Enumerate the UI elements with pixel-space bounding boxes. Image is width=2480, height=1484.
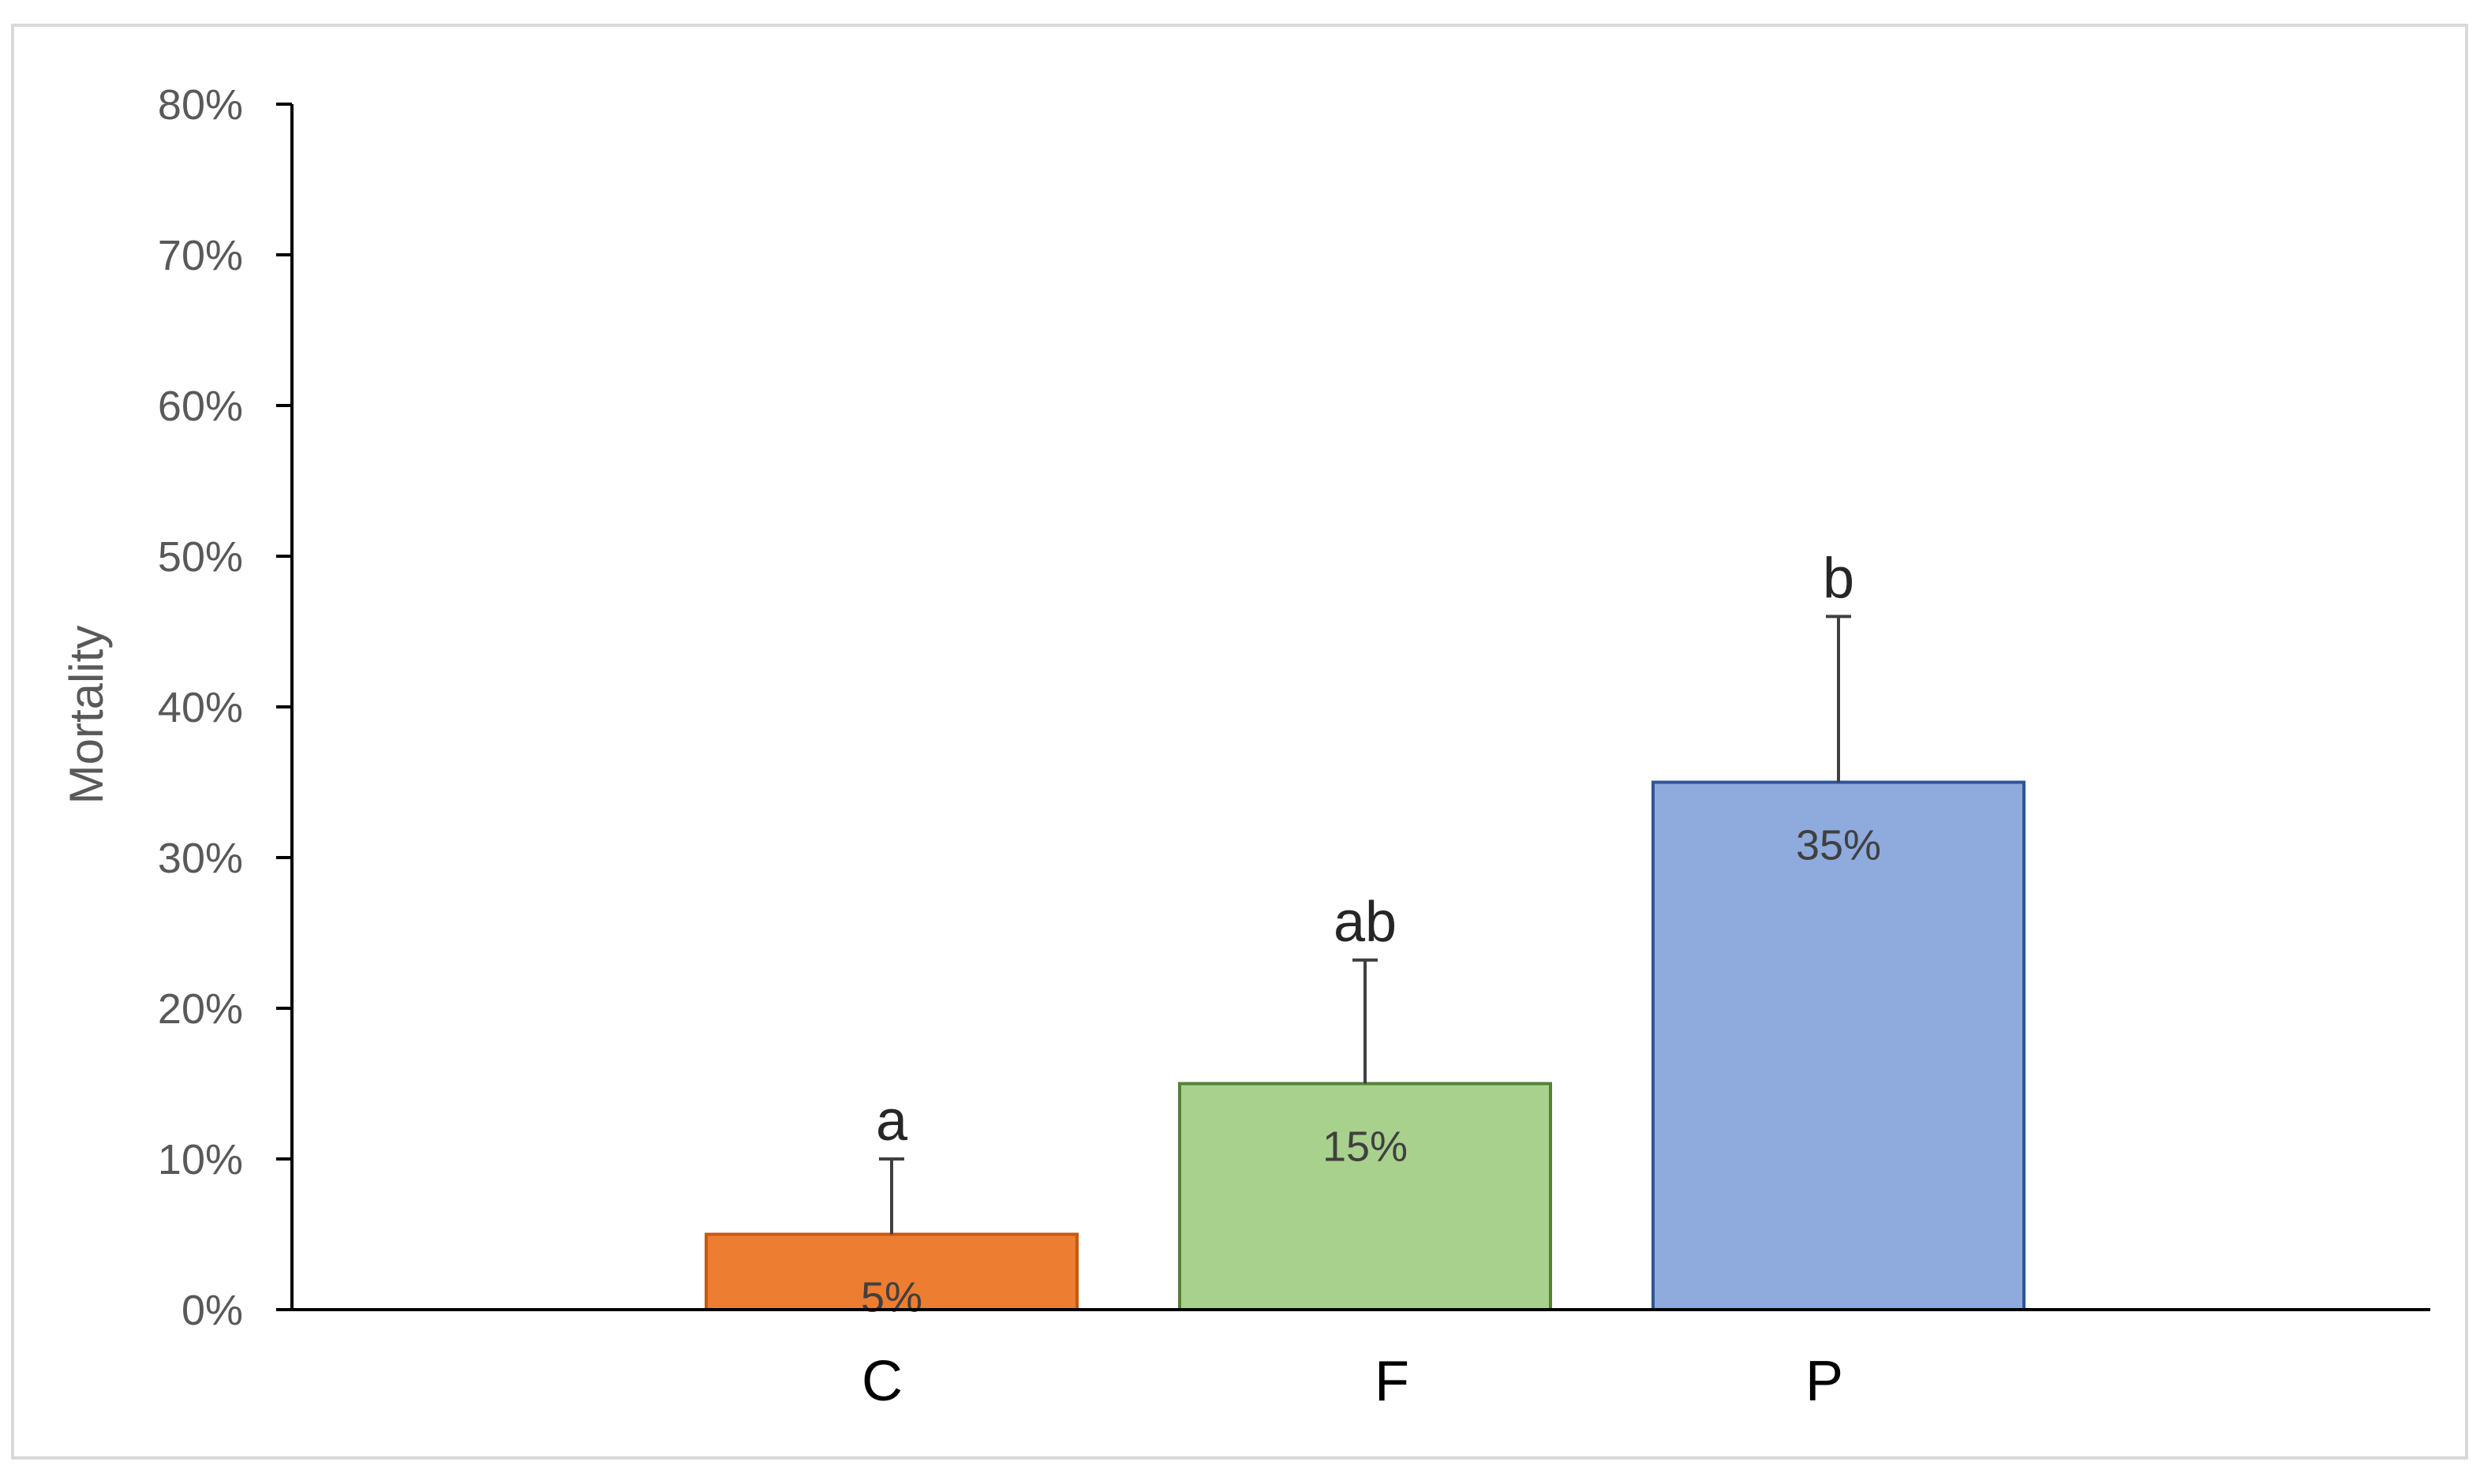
y-tick-label: 70%: [158, 232, 243, 279]
significance-letter-C: a: [876, 1090, 908, 1153]
data-label-P: 35%: [1796, 822, 1881, 869]
bar-P: [1651, 780, 2026, 1311]
y-tick-label: 60%: [158, 383, 243, 430]
labels: a 5% ab 15% b 35%: [861, 547, 1881, 1321]
y-tick-label: 30%: [158, 835, 243, 882]
x-category-label-C: C: [862, 1350, 903, 1413]
y-tick-label: 0%: [181, 1287, 243, 1334]
y-tick-label: 40%: [158, 684, 243, 731]
y-tick-label: 50%: [158, 533, 243, 581]
y-axis-title: Mortality: [60, 626, 113, 805]
y-tick-label: 80%: [158, 81, 243, 129]
data-label-C: 5%: [861, 1274, 922, 1321]
data-label-F: 15%: [1322, 1123, 1408, 1171]
y-tick-label: 20%: [158, 985, 243, 1033]
y-axis: 0% 10% 20% 30% 40% 50% 60% 70% 80%: [158, 81, 294, 1334]
x-category-label-P: P: [1805, 1350, 1843, 1413]
error-bars: [879, 615, 1851, 1235]
bar-F: [1178, 1082, 1552, 1311]
x-category-label-F: F: [1375, 1350, 1409, 1413]
significance-letter-F: ab: [1334, 891, 1397, 954]
y-tick-label: 10%: [158, 1136, 243, 1183]
significance-letter-P: b: [1823, 547, 1854, 610]
